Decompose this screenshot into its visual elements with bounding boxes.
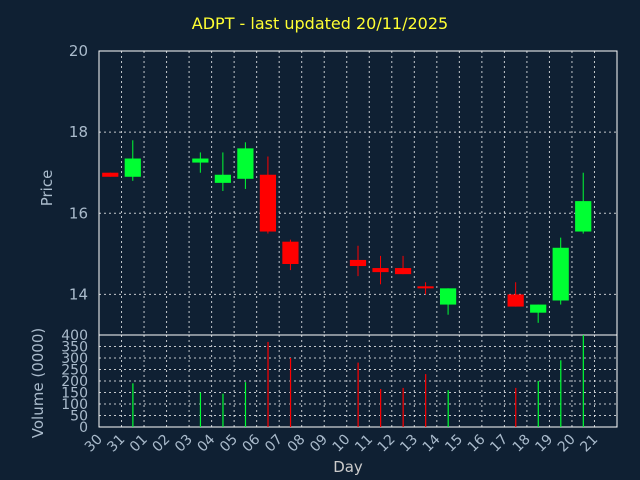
volume-bar: [199, 392, 202, 427]
price-tick-label: 16: [69, 204, 88, 222]
candle-body: [507, 294, 524, 307]
volume-tick-label: 0: [79, 420, 88, 436]
x-tick-label: 13: [397, 432, 421, 456]
price-tick-label: 14: [69, 285, 88, 303]
x-tick-label: 09: [307, 432, 331, 456]
price-plot-frame: [98, 50, 618, 336]
x-tick-label: 31: [104, 432, 128, 456]
x-tick-label: 06: [240, 431, 264, 455]
price-tick-label: 20: [69, 42, 88, 60]
x-tick-label: 15: [442, 432, 466, 456]
volume-tick-label: 300: [61, 351, 88, 367]
x-tick-label: 21: [577, 432, 601, 456]
x-tick-label: 05: [217, 432, 241, 456]
volume-bar: [289, 358, 292, 427]
x-tick-label: 16: [465, 431, 489, 455]
volume-bar: [132, 383, 134, 427]
candle-body: [282, 241, 299, 264]
volume-tick-label: 400: [61, 328, 88, 344]
volume-bar: [267, 341, 269, 427]
candle-body: [394, 268, 412, 275]
volume-bar: [560, 360, 562, 427]
volume-tick-label: 50: [70, 409, 88, 425]
x-tick-label: 10: [330, 432, 354, 456]
x-tick-label: 07: [262, 432, 286, 456]
candle-body: [124, 158, 141, 177]
volume-bar: [402, 387, 404, 427]
x-axis-label: Day: [333, 458, 363, 476]
price-tick-label: 18: [69, 123, 88, 141]
volume-bar: [222, 393, 224, 427]
candle-body: [530, 304, 547, 313]
x-tick-label: 20: [555, 432, 579, 456]
x-tick-label: 19: [532, 432, 556, 456]
candle-body: [439, 288, 457, 305]
x-tick-label: 17: [487, 432, 511, 456]
candle-body: [237, 148, 254, 179]
x-tick-label: 04: [195, 431, 219, 455]
x-tick-label: 08: [285, 432, 309, 456]
volume-bar: [582, 335, 584, 427]
volume-tick-label: 350: [61, 340, 88, 356]
candle-body: [102, 172, 119, 177]
x-tick-label: 02: [149, 432, 173, 456]
x-tick-label: 12: [375, 432, 399, 456]
volume-tick-label: 150: [61, 386, 88, 402]
candle-body: [349, 259, 367, 267]
x-tick-label: 11: [352, 432, 376, 456]
volume-bar: [244, 382, 247, 427]
x-tick-label: 14: [420, 431, 444, 455]
volume-bar: [537, 381, 539, 427]
volume-bar: [515, 387, 517, 427]
volume-axis-label: Volume (0000): [29, 328, 47, 438]
volume-bar: [447, 390, 449, 427]
chart-title: ADPT - last updated 20/11/2025: [191, 14, 449, 33]
candle-body: [259, 174, 277, 232]
x-tick-label: 01: [127, 432, 151, 456]
volume-tick-label: 200: [61, 374, 88, 390]
candle-body: [575, 201, 592, 232]
volume-bar: [380, 389, 382, 427]
candle-body: [417, 286, 434, 289]
volume-tick-label: 100: [61, 397, 88, 413]
volume-tick-label: 250: [61, 363, 88, 379]
candle-body: [192, 158, 209, 163]
candle-body: [372, 268, 389, 273]
volume-bar: [357, 362, 359, 427]
volume-bar: [425, 374, 427, 427]
candle-body: [214, 174, 231, 183]
x-tick-label: 03: [172, 432, 196, 456]
x-tick-label: 18: [510, 432, 534, 456]
price-axis-label: Price: [38, 170, 56, 207]
candle-body: [552, 247, 569, 301]
